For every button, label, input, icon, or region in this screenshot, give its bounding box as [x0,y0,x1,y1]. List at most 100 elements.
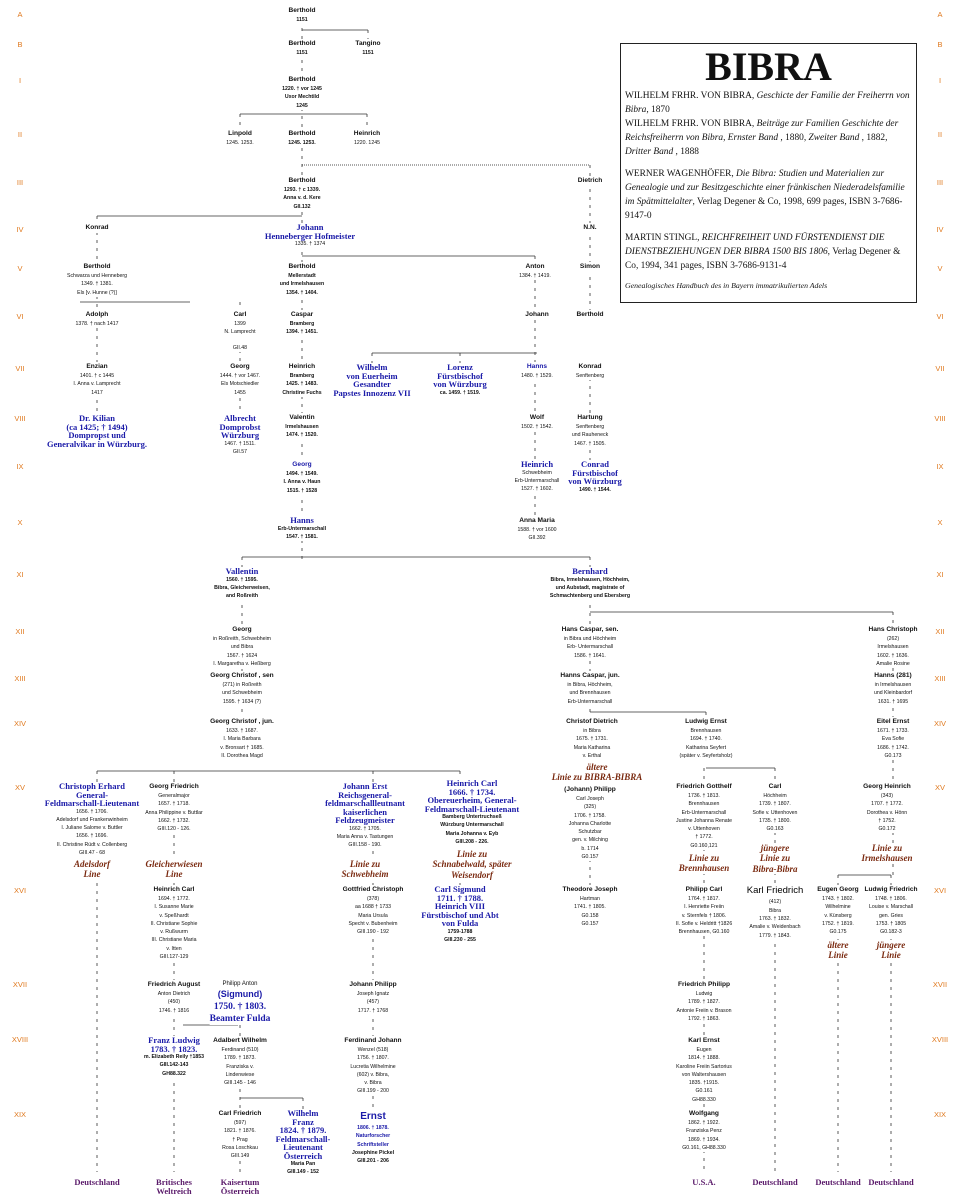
references-footer: Genealogisches Handbuch des in Bayern im… [625,281,828,290]
generation-label-left: XVII [12,980,28,989]
person-node: (Johann) Philipp Carl Joseph (325) 1706. † … [564,785,616,862]
person-node: Berthold 1293. † c 1339. Anna v. d. Kere GI… [283,176,321,211]
person-detail: Schriftsteller [357,1141,389,1148]
person-name: Berthold [83,263,111,270]
reference-entry: WERNER WAGENHÖFER, Die Bibra: Studien un… [625,167,912,223]
person-detail: 1750. † 1803. [213,1001,267,1012]
person-detail: 1515. † 1528 [286,487,318,494]
generation-label-right: XI [936,570,944,579]
person-detail: 1467. † 1505. [574,440,606,447]
person-name: Johann [525,311,549,318]
person-node: Eitel Ernst 1671. † 1733. Eva Sofie 1686. †… [876,717,910,761]
reference-text: Zweiter Band [808,133,860,143]
person-name: Johann Philipp [349,981,397,988]
person-detail: 1335. † 1374 [294,241,326,247]
generation-label-left: VI [16,312,24,321]
person-node: Linpold 1245. 1253. [226,129,254,148]
reference-text: , 1888 [673,147,699,157]
person-node: Hanns (281) in Irmelshausen und Kleinbardo… [873,671,913,706]
person-name: Enzian [86,363,108,370]
person-node: Georg Heinrich (343) 1707. † 1772. Dorothea… [863,782,911,834]
person-detail: 1151 [362,49,374,56]
person-name: Berthold [288,177,316,184]
person-detail: in Irmelshausen [874,681,912,688]
person-detail: III. Christiane Maria [151,937,197,944]
reference-text: MARTIN STINGL, [625,233,702,243]
person-detail: (Sigmund) [217,989,263,999]
person-node: Berthold 1245. 1253. [288,129,316,148]
person-name: (Johann) Philipp [564,786,616,793]
person-detail: Bibra, Irmelshausen, Höchheim, [550,576,630,583]
person-name: Friedrich August [147,981,201,988]
person-name: Philipp Carl [685,886,723,893]
person-detail: GIII.190 - 192 [357,929,389,936]
person-detail: Bibra [768,907,782,914]
person-node: Johann Henneberger Hofmeister 1335. † 137… [264,223,356,249]
person-detail: und Kleinbardorf [873,690,913,697]
person-name: Hartung [577,414,603,421]
country-label: Deutschland [74,1177,120,1188]
person-detail: 1862. † 1922. [688,1119,720,1126]
person-detail: 1662. † 1732. [158,817,190,824]
person-detail: Erb-Untermarschall [514,477,560,484]
generation-label-right: XIII [934,674,946,683]
person-detail: Senftenberg [575,372,605,379]
person-detail: G0.173 [884,752,902,759]
person-detail: 1502. † 1542. [521,423,553,430]
person-name: Georg [232,626,252,633]
person-node: N.N. [583,223,597,233]
person-node: Philipp Carl 1764. † 1817. I. Henriette Fr… [675,885,733,937]
person-node: Philipp Anton (Sigmund) 1750. † 1803. Beamt… [209,980,271,1026]
line-label: ältere Linie zu BIBRA-BIBRA [551,762,643,783]
person-detail: GIII.149 - 152 [287,1169,319,1176]
person-detail: † 1752. [878,817,896,824]
person-node: Vallentin 1560. † 1595. Bibra, Gleicherwei… [214,567,270,601]
person-node: Konrad [85,223,109,233]
generation-label-left: I [18,76,22,85]
generation-label-left: XVI [13,886,27,895]
person-detail: Joseph Ignatz [356,990,390,997]
person-detail: 1474. † 1520. [286,432,318,439]
person-detail: 1401. † c 1445 [79,372,115,379]
person-node: Carl Sigmund 1711. † 1788. Heinrich VIII… [421,885,499,945]
generation-label-left: A [17,10,23,19]
person-detail: II. Dorothea Magd [221,752,263,759]
person-detail: 1595. † 1634 (?) [222,698,262,705]
person-name: Berthold [288,7,316,14]
person-node: Heinrich 1220. 1245 [353,129,381,148]
person-detail: (271) in Roßreith [222,681,262,688]
generation-label-left: IX [16,462,24,471]
person-detail: and Roßreith [226,593,258,600]
generation-label-right: A [937,10,943,19]
reference-text: , Verlag Degener & Co, 1998, 699 pages, … [625,197,903,221]
person-detail: 1467. † 1511. [224,440,256,447]
person-name: Lorenz Fürstbischof von Würzburg [433,362,487,389]
person-detail: Lindenwiese [225,1071,255,1078]
person-detail: I. Margaretha v. Heßberg [213,660,271,667]
person-detail: Lucretia Wilhelmine [350,1063,396,1070]
person-detail: GIII.145 - 146 [224,1080,256,1087]
person-node: Heinrich Schwebheim Erb-Untermarschall 1527… [514,460,560,494]
person-name: Heinrich [288,363,316,370]
person-detail: Katharina Seyfert [685,744,727,751]
person-detail: GII.57 [232,448,248,455]
person-detail: 1746. † 1816 [158,1007,190,1014]
person-node: Carl Friedrich (597) 1821. † 1876. † Prag Ro… [218,1109,262,1161]
person-detail: (378) [366,895,380,902]
person-detail: v. Künsberg [824,912,852,919]
person-name: Hanns Caspar, jun. [560,672,620,679]
person-detail: 1394. † 1451. [286,329,318,336]
person-detail: 1560. † 1595. [226,576,258,583]
person-node: Georg in Roßreith, Schwebheim und Bibra 156… [213,625,271,669]
line-label: Linie zu Schwebheim [341,859,389,880]
person-node: Berthold Schwarza und Henneberg 1349. † 13… [67,262,127,297]
person-detail: Christine Fuchs [282,389,322,396]
person-detail: Erb-Untermarschall [567,698,613,705]
person-detail: 1417 [91,389,103,396]
person-detail: in Bibra, Höchheim, [567,681,613,688]
person-detail: Franziska Penz [686,1128,722,1135]
generation-label-right: IV [936,225,944,234]
person-node: Karl Friedrich (412) Bibra 1763. † 1832. Ama… [746,884,804,940]
person-detail: 1378. † nach 1417 [75,320,119,327]
person-node: Anton 1384. † 1419. [519,262,551,281]
